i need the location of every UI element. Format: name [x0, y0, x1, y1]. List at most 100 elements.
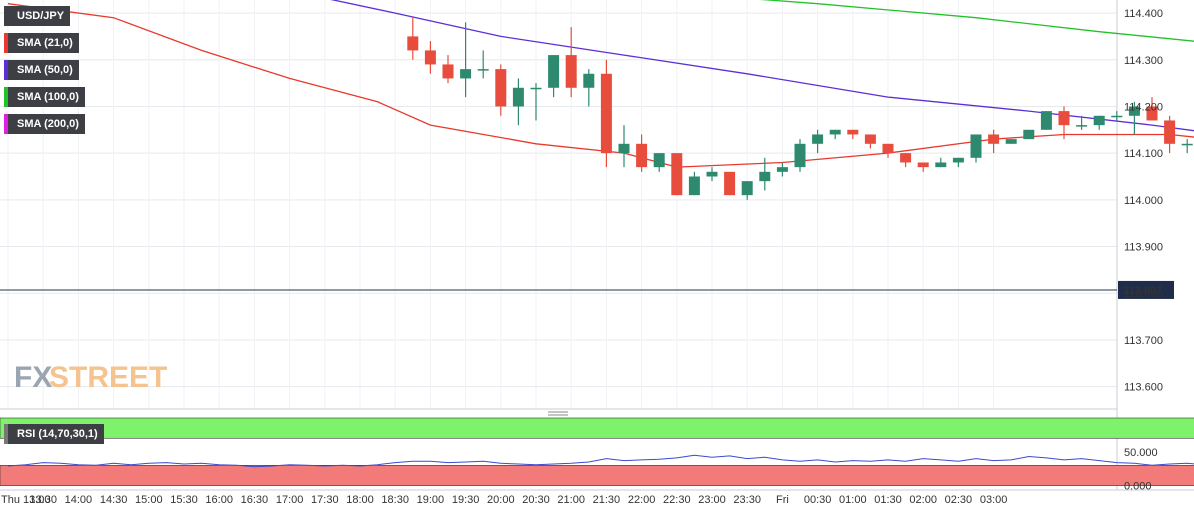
- time-tick-label: 19:30: [452, 494, 480, 506]
- candle-body: [565, 55, 577, 88]
- candle[interactable]: [952, 157, 964, 168]
- candle-body: [1023, 129, 1035, 140]
- rsi-legend[interactable]: RSI (14,70,30,1): [4, 424, 104, 444]
- candle[interactable]: [829, 129, 841, 140]
- candle[interactable]: [759, 157, 771, 191]
- candle[interactable]: [900, 153, 912, 168]
- candle[interactable]: [935, 157, 947, 168]
- candle[interactable]: [565, 27, 577, 98]
- rsi-panel: 50.000 0.000: [0, 417, 1194, 493]
- price-tick-label: 113.700: [1124, 335, 1163, 347]
- candle[interactable]: [671, 153, 683, 196]
- candle[interactable]: [706, 167, 718, 182]
- candle[interactable]: [1076, 115, 1088, 130]
- candle[interactable]: [988, 129, 1000, 154]
- sma-200-legend[interactable]: SMA (200,0): [4, 114, 85, 134]
- price-tick-label: 114.200: [1124, 101, 1163, 113]
- candle-body: [900, 153, 912, 163]
- candle[interactable]: [1181, 139, 1193, 154]
- candle[interactable]: [1040, 111, 1052, 130]
- rsi-line: [7, 454, 1194, 468]
- candle[interactable]: [847, 129, 859, 140]
- candle[interactable]: [812, 129, 824, 154]
- candle[interactable]: [460, 22, 472, 98]
- price-axis[interactable]: 114.400 114.300 114.200 114.100 114.000 113.9…: [1124, 8, 1163, 394]
- candle[interactable]: [864, 134, 876, 149]
- candle[interactable]: [1093, 115, 1105, 130]
- sma-100-legend[interactable]: SMA (100,0): [4, 87, 85, 107]
- watermark-fx: FX: [14, 361, 52, 394]
- time-tick-label: 01:00: [839, 494, 867, 506]
- candle[interactable]: [1023, 129, 1035, 140]
- candle[interactable]: [1111, 111, 1123, 121]
- time-tick-label: 01:30: [874, 494, 902, 506]
- candle-body: [952, 157, 964, 163]
- fxstreet-watermark: FX STREET: [14, 361, 167, 394]
- candle-body: [741, 181, 753, 196]
- candle[interactable]: [882, 143, 894, 158]
- candle[interactable]: [548, 55, 560, 98]
- candle[interactable]: [512, 78, 524, 126]
- time-tick-label: 20:00: [487, 494, 515, 506]
- time-tick-label: 03:00: [980, 494, 1008, 506]
- candle[interactable]: [1146, 97, 1158, 121]
- candle[interactable]: [1128, 101, 1140, 135]
- candle-body: [1040, 111, 1052, 130]
- time-tick-label: 18:30: [381, 494, 409, 506]
- candle-body: [864, 134, 876, 144]
- time-tick-label: 18:00: [346, 494, 374, 506]
- candle-body: [759, 171, 771, 182]
- time-tick-label: 00:30: [804, 494, 832, 506]
- candle[interactable]: [530, 83, 542, 121]
- candle-body: [794, 143, 806, 168]
- candle[interactable]: [1058, 106, 1070, 140]
- candle-body: [548, 55, 560, 88]
- candle[interactable]: [583, 69, 595, 107]
- candle[interactable]: [1005, 139, 1017, 144]
- candle[interactable]: [917, 162, 929, 172]
- time-tick-label: 16:30: [241, 494, 269, 506]
- candle-body: [935, 162, 947, 168]
- candle[interactable]: [653, 153, 665, 172]
- price-tick-label: 113.800: [1124, 288, 1163, 300]
- time-tick-label: 21:30: [593, 494, 621, 506]
- time-tick-label: Thu 13:00: [1, 494, 51, 506]
- candle-body: [407, 36, 419, 51]
- candle[interactable]: [477, 50, 489, 79]
- time-tick-label: 15:00: [135, 494, 163, 506]
- last-price-value: 113.807: [1123, 285, 1162, 297]
- candle-body: [1058, 111, 1070, 126]
- candle[interactable]: [724, 171, 736, 196]
- time-tick-label: 14:30: [100, 494, 128, 506]
- candle[interactable]: [970, 134, 982, 163]
- candle[interactable]: [424, 41, 436, 74]
- candle[interactable]: [794, 139, 806, 172]
- candle[interactable]: [442, 55, 454, 84]
- sma-50-legend[interactable]: SMA (50,0): [4, 60, 79, 80]
- time-tick-label: 13:30: [29, 494, 57, 506]
- price-tick-label: 113.900: [1124, 242, 1163, 254]
- price-tick-label: 113.600: [1124, 382, 1163, 394]
- candle[interactable]: [495, 64, 507, 116]
- time-tick-label: 17:30: [311, 494, 339, 506]
- time-tick-label: 22:30: [663, 494, 691, 506]
- rsi-oversold-zone: [0, 465, 1194, 486]
- candle[interactable]: [1164, 115, 1176, 154]
- last-price-line: 113.807: [0, 280, 1174, 299]
- candle-body: [1111, 115, 1123, 118]
- symbol-label: USD/JPY: [4, 6, 71, 26]
- candle[interactable]: [636, 134, 648, 172]
- candle[interactable]: [618, 125, 630, 168]
- candle[interactable]: [688, 171, 700, 196]
- candle[interactable]: [741, 181, 753, 200]
- candle[interactable]: [407, 17, 419, 60]
- sma-100-series: [759, 0, 1194, 42]
- candle-body: [653, 153, 665, 168]
- price-tick-label: 114.400: [1124, 8, 1163, 20]
- sma-21-legend[interactable]: SMA (21,0): [4, 33, 79, 53]
- candle[interactable]: [776, 162, 788, 177]
- candle-body: [706, 171, 718, 177]
- candle[interactable]: [600, 59, 612, 168]
